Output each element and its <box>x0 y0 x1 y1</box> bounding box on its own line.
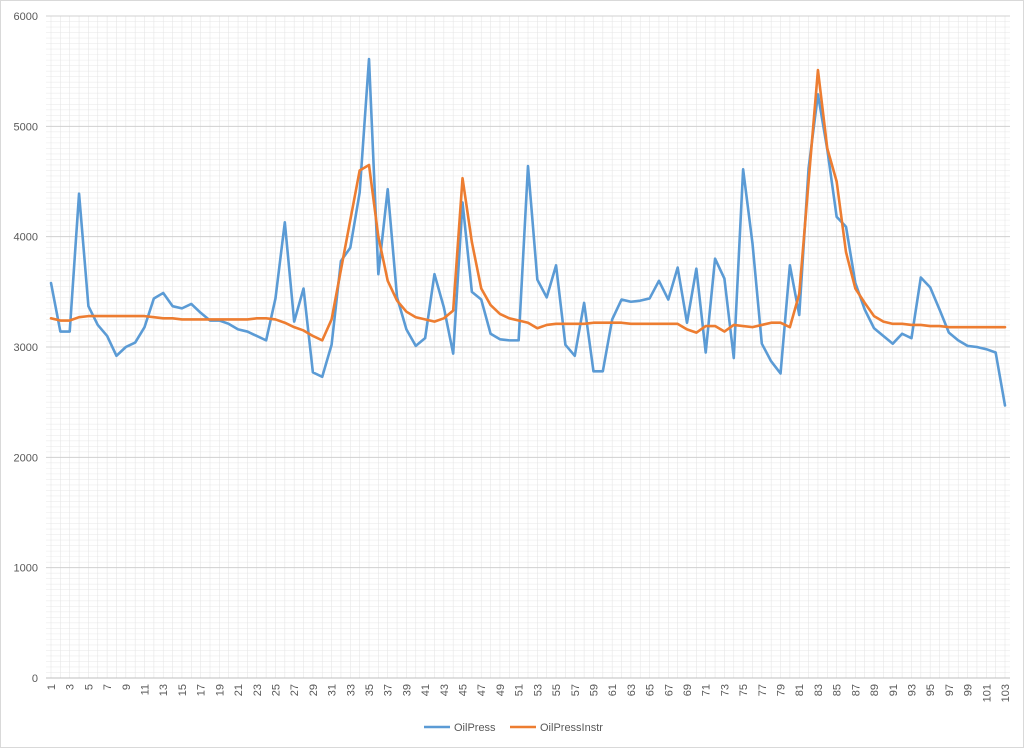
x-tick-label: 103 <box>1000 684 1012 702</box>
x-tick-label: 39 <box>401 684 413 696</box>
x-tick-label: 67 <box>663 684 675 696</box>
x-tick-label: 65 <box>645 684 657 696</box>
x-tick-label: 69 <box>682 684 694 696</box>
x-tick-label: 49 <box>495 684 507 696</box>
x-tick-label: 17 <box>196 684 208 696</box>
y-tick-label: 6000 <box>14 11 38 23</box>
x-tick-label: 93 <box>906 684 918 696</box>
x-tick-label: 59 <box>588 684 600 696</box>
y-tick-label: 4000 <box>14 232 38 244</box>
legend: OilPress OilPressInstr <box>424 722 603 734</box>
x-tick-label: 7 <box>102 684 114 690</box>
x-tick-label: 87 <box>850 684 862 696</box>
x-tick-label: 81 <box>794 684 806 696</box>
x-tick-label: 9 <box>121 684 133 690</box>
legend-label: OilPress <box>454 722 496 734</box>
x-tick-label: 77 <box>757 684 769 696</box>
x-tick-label: 61 <box>607 684 619 696</box>
x-tick-label: 71 <box>701 684 713 696</box>
x-tick-label: 35 <box>364 684 376 696</box>
x-tick-label: 23 <box>252 684 264 696</box>
gridlines <box>46 15 1010 679</box>
x-tick-label: 85 <box>832 684 844 696</box>
x-tick-label: 37 <box>383 684 395 696</box>
x-tick-label: 15 <box>177 684 189 696</box>
x-tick-label: 55 <box>551 684 563 696</box>
x-tick-label: 101 <box>981 684 993 702</box>
x-tick-label: 29 <box>308 684 320 696</box>
x-tick-label: 25 <box>270 684 282 696</box>
x-tick-label: 91 <box>888 684 900 696</box>
x-tick-label: 3 <box>65 684 77 690</box>
x-tick-label: 27 <box>289 684 301 696</box>
x-tick-label: 13 <box>158 684 170 696</box>
x-tick-label: 45 <box>458 684 470 696</box>
x-tick-label: 47 <box>476 684 488 696</box>
x-tick-label: 53 <box>532 684 544 696</box>
x-tick-label: 95 <box>925 684 937 696</box>
x-tick-label: 63 <box>626 684 638 696</box>
x-tick-label: 97 <box>944 684 956 696</box>
x-tick-label: 33 <box>345 684 357 696</box>
x-tick-label: 21 <box>233 684 245 696</box>
x-tick-label: 43 <box>439 684 451 696</box>
legend-label: OilPressInstr <box>540 722 603 734</box>
x-tick-label: 89 <box>869 684 881 696</box>
x-tick-label: 19 <box>214 684 226 696</box>
x-tick-label: 51 <box>514 684 526 696</box>
x-tick-label: 41 <box>420 684 432 696</box>
y-tick-label: 3000 <box>14 342 38 354</box>
x-tick-label: 57 <box>570 684 582 696</box>
x-tick-label: 5 <box>83 684 95 690</box>
y-tick-label: 0 <box>32 673 38 685</box>
x-tick-label: 1 <box>46 684 58 690</box>
series-lines <box>49 57 1007 407</box>
x-tick-label: 73 <box>719 684 731 696</box>
x-tick-label: 83 <box>813 684 825 696</box>
x-tick-label: 99 <box>963 684 975 696</box>
x-tick-label: 79 <box>776 684 788 696</box>
y-tick-label: 5000 <box>14 121 38 133</box>
x-tick-label: 31 <box>327 684 339 696</box>
series-line-oilpressinstr <box>49 68 1007 342</box>
y-tick-label: 2000 <box>14 452 38 464</box>
x-tick-label: 75 <box>738 684 750 696</box>
y-tick-label: 1000 <box>14 563 38 575</box>
x-tick-label: 11 <box>140 684 152 695</box>
